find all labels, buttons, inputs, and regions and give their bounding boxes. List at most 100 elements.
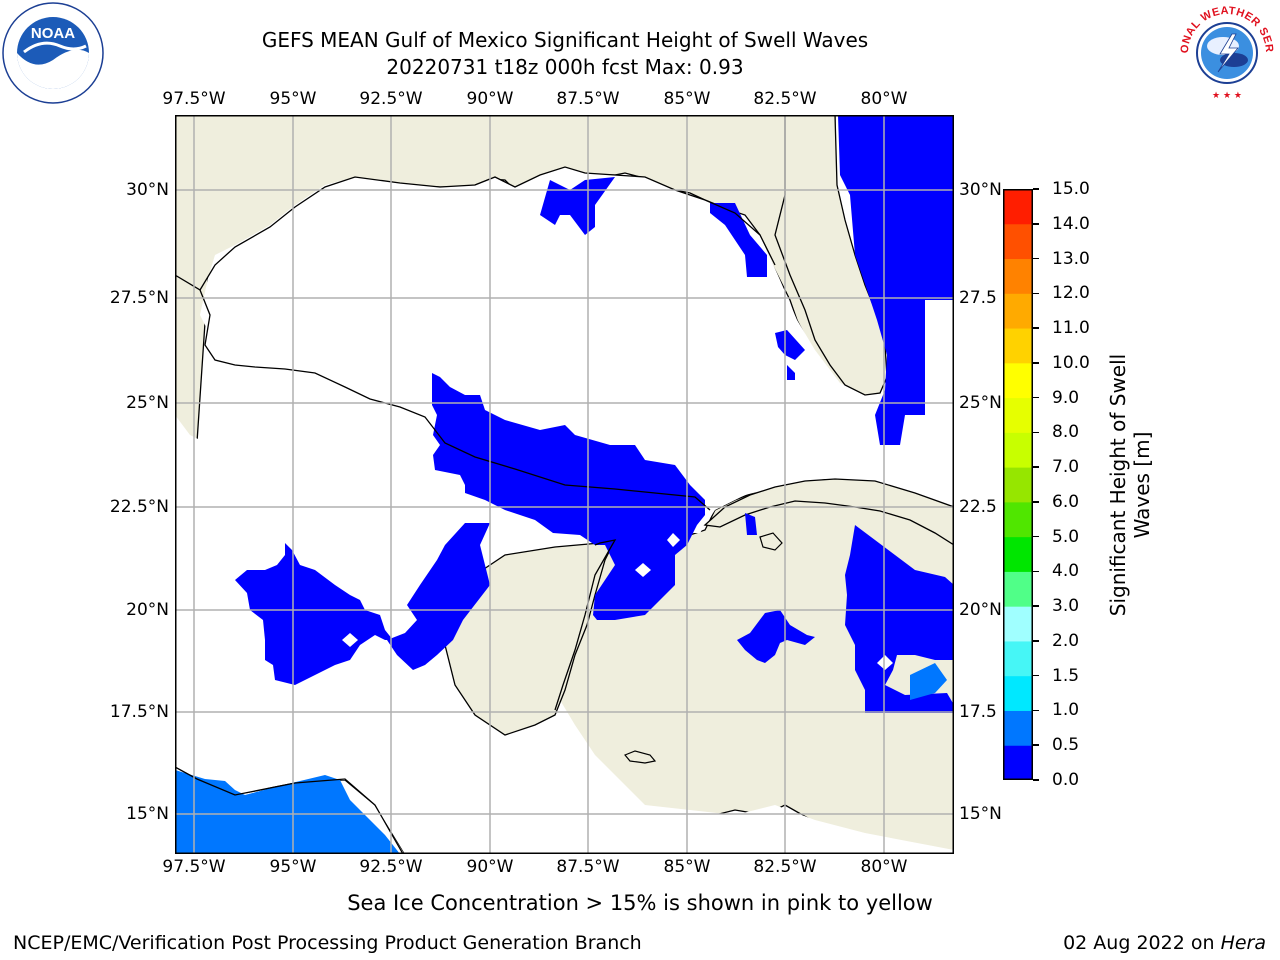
lat-label-right: 30°N	[959, 180, 1002, 200]
colorbar-tick-mark	[1033, 223, 1039, 225]
lat-label-left: 30°N	[126, 180, 169, 200]
colorbar-frame	[1003, 189, 1033, 780]
colorbar-segment	[1003, 189, 1033, 225]
cuba-island	[703, 478, 955, 547]
swell-gaps	[342, 533, 893, 670]
lon-label-bottom: 85°W	[663, 857, 711, 877]
colorbar-tick-label: 3.0	[1052, 596, 1080, 617]
svg-text:★ ★ ★: ★ ★ ★	[1212, 91, 1242, 101]
colorbar-tick-label: 15.0	[1052, 179, 1090, 199]
lat-label-right: 17.5	[959, 702, 997, 722]
colorbar-tick-label: 12.0	[1052, 283, 1090, 304]
colorbar-tick-mark	[1033, 605, 1039, 607]
nws-logo: NATIONAL WEATHER SERVICE ★ ★ ★	[1172, 0, 1278, 104]
colorbar-segment	[1003, 432, 1033, 468]
lon-label-top: 90°W	[466, 89, 514, 109]
lat-label-left: 27.5°N	[109, 288, 169, 308]
lat-label-left: 20°N	[126, 600, 169, 620]
lon-label-top: 82.5°W	[753, 89, 817, 109]
noaa-logo: NOAA	[2, 2, 104, 104]
sea-ice-note: Sea Ice Concentration > 15% is shown in …	[0, 891, 1280, 915]
colorbar-segment	[1003, 501, 1033, 538]
colorbar-tick-mark	[1033, 396, 1039, 399]
colorbar-tick-mark	[1033, 431, 1039, 434]
colorbar-tick-mark	[1033, 292, 1039, 295]
lon-label-bottom: 95°W	[269, 857, 317, 877]
colorbar-tick-mark	[1033, 327, 1039, 329]
colorbar-tick-label: 7.0	[1052, 457, 1080, 478]
date-text: 02 Aug 2022 on	[1063, 932, 1215, 954]
colorbar-tick-mark	[1033, 674, 1039, 677]
colorbar-segment	[1003, 571, 1033, 607]
lat-label-right: 20°N	[959, 600, 1002, 620]
lat-label-right: 15°N	[959, 804, 1002, 824]
lat-label-left: 17.5°N	[109, 702, 169, 722]
lon-label-bottom: 92.5°W	[359, 857, 423, 877]
jamaica-island	[624, 750, 657, 764]
colorbar-segment	[1003, 536, 1033, 572]
chart-subtitle: 20220731 t18z 000h fcst Max: 0.93	[386, 55, 744, 79]
graticule-lines	[175, 115, 954, 854]
colorbar-tick-label: 0.0	[1052, 770, 1080, 790]
lat-label-left: 22.5°N	[109, 497, 169, 517]
colorbar-segment	[1003, 606, 1033, 642]
coastlines	[174, 166, 776, 855]
colorbar-tick-label: 6.0	[1052, 491, 1080, 512]
colorbar-segment	[1003, 745, 1033, 781]
lon-label-top: 92.5°W	[359, 89, 423, 109]
colorbar-label-line2: Waves [m]	[1130, 431, 1154, 539]
colorbar-tick-mark	[1033, 744, 1039, 746]
colorbar-tick-label: 8.0	[1052, 422, 1080, 443]
colorbar-segment	[1003, 328, 1033, 364]
colorbar-segment	[1003, 640, 1033, 677]
sea-ice-note-text: Sea Ice Concentration > 15% is shown in …	[347, 891, 933, 915]
lon-label-top: 97.5°W	[162, 89, 226, 109]
swell-contours-light	[175, 663, 947, 854]
colorbar	[1003, 189, 1033, 781]
lon-label-bottom: 82.5°W	[753, 857, 817, 877]
colorbar-tick-mark	[1033, 709, 1039, 712]
lat-label-right: 27.5	[959, 288, 997, 308]
colorbar-tick-label: 5.0	[1052, 526, 1080, 547]
colorbar-tick-label: 9.0	[1052, 387, 1080, 408]
map-area[interactable]	[174, 114, 955, 855]
lon-label-top: 80°W	[860, 89, 908, 109]
lon-label-bottom: 97.5°W	[162, 857, 226, 877]
colorbar-tick-label: 1.0	[1052, 700, 1080, 721]
colorbar-label: Significant Height of Swell Waves [m]	[1106, 335, 1154, 635]
lon-label-bottom: 87.5°W	[556, 857, 620, 877]
colorbar-tick-mark	[1033, 501, 1039, 503]
ocean-main	[175, 115, 954, 854]
colorbar-tick-mark	[1033, 362, 1039, 364]
colorbar-segment	[1003, 397, 1033, 433]
colorbar-segment	[1003, 675, 1033, 711]
colorbar-label-line1: Significant Height of Swell	[1106, 353, 1130, 617]
colorbar-tick-label: 11.0	[1052, 318, 1090, 339]
colorbar-tick-mark	[1033, 640, 1039, 642]
swell-contours	[235, 115, 954, 713]
yucatan-peninsula	[444, 539, 617, 736]
colorbar-tick-label: 4.0	[1052, 561, 1080, 582]
colorbar-tick-mark	[1033, 570, 1039, 573]
lon-label-top: 95°W	[269, 89, 317, 109]
colorbar-segment	[1003, 362, 1033, 399]
lon-label-top: 85°W	[663, 89, 711, 109]
colorbar-tick-label: 2.0	[1052, 630, 1080, 651]
lat-label-left: 15°N	[126, 804, 169, 824]
colorbar-segment	[1003, 258, 1033, 294]
colorbar-tick-mark	[1033, 188, 1039, 190]
colorbar-tick-label: 0.5	[1052, 735, 1080, 756]
colorbar-tick-mark	[1033, 535, 1039, 538]
colorbar-segment	[1003, 223, 1033, 260]
colorbar-segment	[1003, 467, 1033, 503]
lat-label-left: 25°N	[126, 393, 169, 413]
colorbar-tick-label: 1.5	[1052, 665, 1080, 686]
colorbar-segment	[1003, 293, 1033, 329]
colorbar-tick-label: 10.0	[1052, 352, 1090, 373]
svg-text:NOAA: NOAA	[31, 25, 75, 42]
host-text: Hera	[1220, 932, 1266, 954]
colorbar-segment	[1003, 710, 1033, 746]
lon-label-top: 87.5°W	[556, 89, 620, 109]
lat-label-right: 25°N	[959, 393, 1002, 413]
colorbar-tick-label: 13.0	[1052, 248, 1090, 269]
